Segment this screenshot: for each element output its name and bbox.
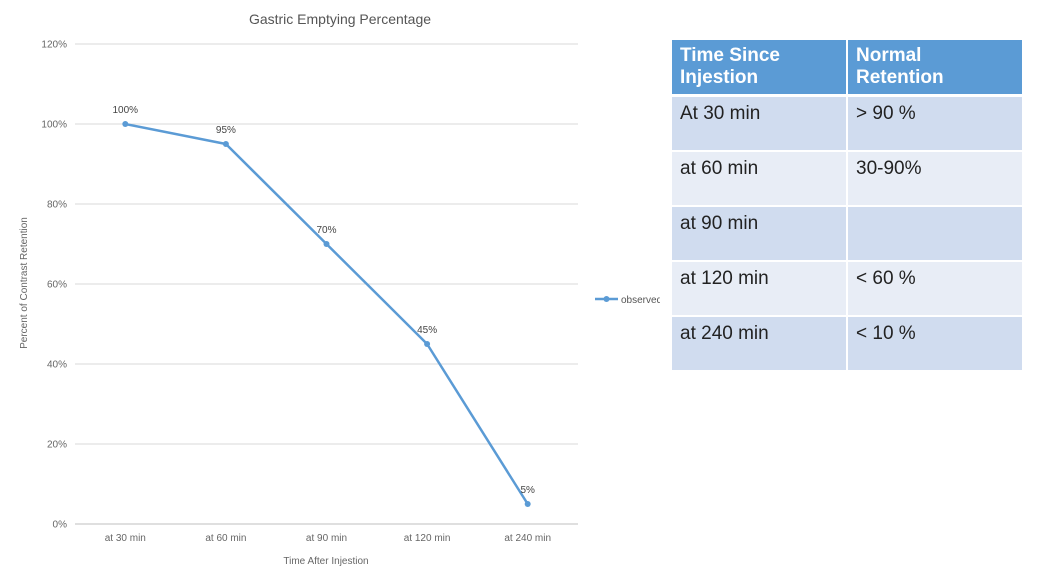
data-point xyxy=(524,501,531,507)
y-axis-ticks: 0% 20% 40% 60% 80% 100% 120% xyxy=(41,40,67,531)
table-cell-time: at 60 min xyxy=(672,150,848,207)
table-cell-retention xyxy=(847,205,1022,262)
table-cell-time: at 240 min xyxy=(672,315,848,372)
table-cell-time: at 120 min xyxy=(672,260,848,317)
table-row: at 60 min 30-90% xyxy=(672,150,1022,207)
y-axis-label: Percent of Contrast Retention xyxy=(19,217,30,349)
table-cell-time: at 90 min xyxy=(672,205,848,262)
data-point xyxy=(122,121,129,127)
data-label: 45% xyxy=(417,325,437,336)
header-normal-retention: Normal Retention xyxy=(847,40,1022,97)
data-label: 100% xyxy=(113,105,139,116)
y-tick-label: 60% xyxy=(47,280,67,291)
y-tick-label: 40% xyxy=(47,360,67,371)
data-label: 95% xyxy=(216,125,236,136)
x-axis-label: Time After Injestion xyxy=(283,556,368,567)
table-row: at 90 min xyxy=(672,205,1022,262)
data-point xyxy=(323,241,330,247)
normal-retention-table: Time Since Injestion Normal Retention At… xyxy=(672,40,1022,372)
table-cell-time: At 30 min xyxy=(672,95,848,152)
y-tick-label: 0% xyxy=(53,520,68,531)
data-label: 70% xyxy=(316,225,336,236)
table-cell-retention: 30-90% xyxy=(847,150,1022,207)
table-cell-retention: > 90 % xyxy=(847,95,1022,152)
table-row: at 240 min < 10 % xyxy=(672,315,1022,372)
table-row: at 120 min < 60 % xyxy=(672,260,1022,317)
table-cell-retention: < 60 % xyxy=(847,260,1022,317)
table-cell-retention: < 10 % xyxy=(847,315,1022,372)
header-time-since-injestion: Time Since Injestion xyxy=(672,40,848,97)
table-row: At 30 min > 90 % xyxy=(672,95,1022,152)
legend-label-observed: observed xyxy=(621,295,660,306)
table-header-row: Time Since Injestion Normal Retention xyxy=(672,40,1022,97)
series-line-observed xyxy=(125,122,529,505)
line-chart: Gastric Emptying Percentage 0% 20% 40% 60% 8… xyxy=(19,11,660,567)
y-tick-label: 120% xyxy=(41,40,67,51)
y-tick-label: 100% xyxy=(41,120,67,131)
x-axis-ticks: at 30 min at 60 min at 90 min at 120 min at … xyxy=(105,533,551,544)
chart-title: Gastric Emptying Percentage xyxy=(249,11,431,27)
y-tick-label: 80% xyxy=(47,200,67,211)
gridlines xyxy=(75,43,578,525)
y-tick-label: 20% xyxy=(47,440,67,451)
data-label: 5% xyxy=(520,485,535,496)
legend-marker-observed xyxy=(603,296,610,302)
data-point xyxy=(222,141,229,147)
x-tick-label: at 30 min xyxy=(105,533,146,544)
x-tick-label: at 90 min xyxy=(306,533,347,544)
legend: observed xyxy=(595,295,660,306)
x-tick-label: at 240 min xyxy=(504,533,551,544)
data-point xyxy=(424,341,431,347)
series-observed: 100% 95% 70% 45% 5% xyxy=(113,105,535,507)
x-tick-label: at 120 min xyxy=(404,533,451,544)
x-tick-label: at 60 min xyxy=(205,533,246,544)
